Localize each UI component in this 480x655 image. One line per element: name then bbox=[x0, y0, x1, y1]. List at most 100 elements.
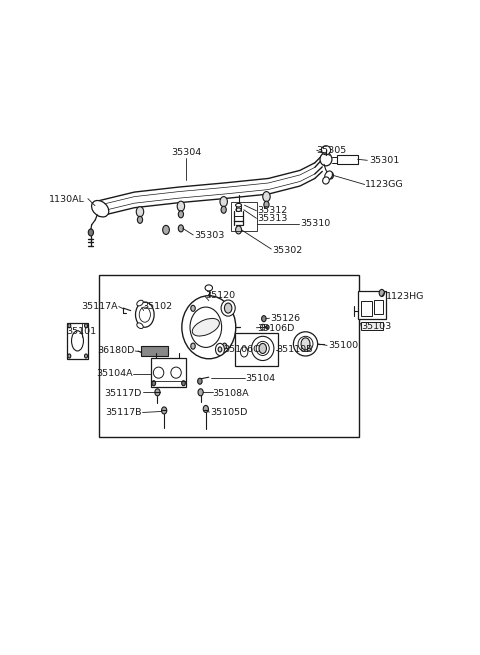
Circle shape bbox=[177, 201, 185, 212]
Ellipse shape bbox=[320, 153, 332, 166]
Text: 1123GG: 1123GG bbox=[365, 180, 404, 189]
Text: 1123HG: 1123HG bbox=[385, 292, 424, 301]
Circle shape bbox=[225, 303, 232, 313]
Ellipse shape bbox=[252, 336, 274, 360]
Bar bbox=[151, 358, 186, 387]
Circle shape bbox=[155, 389, 160, 396]
Circle shape bbox=[137, 216, 143, 223]
Circle shape bbox=[152, 381, 156, 386]
Circle shape bbox=[259, 343, 266, 354]
Circle shape bbox=[191, 305, 195, 311]
Circle shape bbox=[162, 407, 167, 414]
Circle shape bbox=[262, 316, 266, 322]
Circle shape bbox=[328, 172, 334, 179]
Ellipse shape bbox=[171, 367, 181, 378]
Text: 35106C: 35106C bbox=[224, 345, 261, 354]
Text: 35310: 35310 bbox=[300, 219, 330, 229]
Circle shape bbox=[191, 343, 195, 349]
Ellipse shape bbox=[236, 204, 241, 207]
Text: 35303: 35303 bbox=[194, 231, 224, 240]
Circle shape bbox=[178, 211, 183, 218]
Circle shape bbox=[379, 290, 384, 297]
Circle shape bbox=[221, 206, 226, 214]
Circle shape bbox=[240, 347, 248, 357]
Text: 35103: 35103 bbox=[361, 322, 392, 331]
Circle shape bbox=[263, 191, 270, 202]
Ellipse shape bbox=[192, 318, 219, 336]
Text: 35305: 35305 bbox=[317, 145, 347, 155]
Circle shape bbox=[84, 354, 87, 358]
Ellipse shape bbox=[325, 171, 333, 180]
Bar bbox=[360, 322, 383, 329]
Circle shape bbox=[264, 201, 269, 208]
Text: 35304: 35304 bbox=[171, 148, 202, 157]
Circle shape bbox=[220, 196, 228, 207]
Circle shape bbox=[236, 226, 241, 234]
Circle shape bbox=[178, 225, 183, 232]
Ellipse shape bbox=[182, 295, 236, 359]
Text: 35101: 35101 bbox=[67, 327, 96, 336]
Text: 35106D: 35106D bbox=[257, 324, 295, 333]
Circle shape bbox=[222, 343, 227, 349]
Bar bbox=[231, 202, 257, 231]
Ellipse shape bbox=[137, 323, 143, 329]
Ellipse shape bbox=[205, 285, 213, 291]
Circle shape bbox=[222, 305, 227, 311]
Text: 35102: 35102 bbox=[142, 302, 172, 311]
Circle shape bbox=[163, 225, 169, 234]
Circle shape bbox=[218, 347, 222, 352]
Text: 35120: 35120 bbox=[205, 291, 235, 300]
Ellipse shape bbox=[298, 336, 313, 352]
Ellipse shape bbox=[256, 341, 269, 356]
Ellipse shape bbox=[321, 145, 331, 155]
Text: 35313: 35313 bbox=[257, 214, 288, 223]
Ellipse shape bbox=[236, 208, 241, 212]
Circle shape bbox=[139, 307, 150, 322]
Bar bbox=[360, 301, 372, 316]
Circle shape bbox=[266, 326, 269, 329]
Circle shape bbox=[88, 229, 94, 236]
Text: 35301: 35301 bbox=[369, 156, 399, 165]
Text: 35117B: 35117B bbox=[105, 408, 142, 417]
Circle shape bbox=[198, 389, 203, 396]
Circle shape bbox=[84, 324, 87, 328]
Ellipse shape bbox=[72, 331, 84, 351]
Circle shape bbox=[198, 378, 202, 384]
Ellipse shape bbox=[190, 307, 222, 347]
Ellipse shape bbox=[92, 200, 109, 217]
Text: 35104: 35104 bbox=[245, 374, 276, 383]
Text: 35117A: 35117A bbox=[81, 302, 118, 311]
Text: 35104A: 35104A bbox=[96, 369, 132, 378]
Text: 35117D: 35117D bbox=[105, 389, 142, 398]
Ellipse shape bbox=[137, 300, 143, 306]
Circle shape bbox=[216, 343, 225, 356]
Bar bbox=[235, 333, 277, 366]
Ellipse shape bbox=[154, 367, 164, 378]
Text: 35312: 35312 bbox=[257, 206, 288, 215]
Circle shape bbox=[68, 324, 71, 328]
Circle shape bbox=[181, 381, 185, 386]
Text: 35100: 35100 bbox=[328, 341, 358, 350]
Text: 1130AL: 1130AL bbox=[49, 195, 85, 204]
Bar bbox=[373, 300, 383, 314]
Circle shape bbox=[203, 405, 208, 413]
Circle shape bbox=[261, 324, 265, 330]
Text: 35110B: 35110B bbox=[276, 345, 313, 354]
Text: 35105D: 35105D bbox=[210, 408, 247, 417]
Text: 36180D: 36180D bbox=[97, 346, 134, 356]
Circle shape bbox=[301, 338, 310, 350]
Bar bbox=[99, 275, 360, 437]
Bar bbox=[67, 323, 88, 358]
Ellipse shape bbox=[293, 332, 318, 356]
Bar bbox=[337, 155, 358, 164]
Circle shape bbox=[135, 302, 154, 328]
Bar bbox=[358, 291, 385, 319]
Ellipse shape bbox=[221, 300, 235, 316]
Circle shape bbox=[136, 207, 144, 217]
Text: 35302: 35302 bbox=[272, 246, 302, 255]
Bar bbox=[141, 346, 168, 356]
Circle shape bbox=[68, 354, 71, 358]
Ellipse shape bbox=[323, 177, 329, 184]
Text: 35126: 35126 bbox=[270, 314, 300, 323]
Text: 35108A: 35108A bbox=[213, 389, 249, 398]
